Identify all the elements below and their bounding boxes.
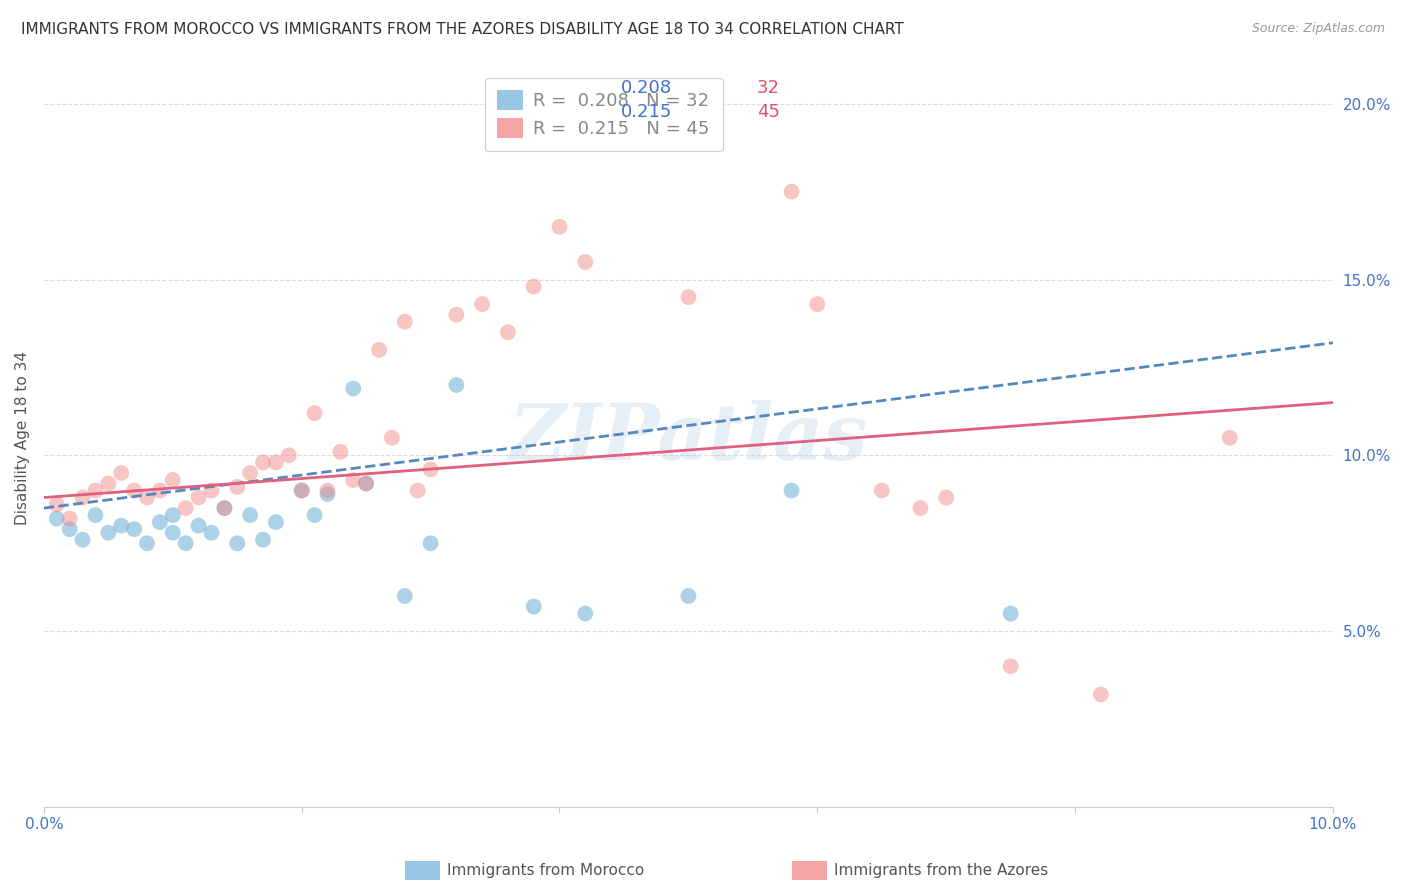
Point: [72, 491, 94, 505]
Point: [84, 508, 107, 522]
Text: ZIPatlas: ZIPatlas: [509, 400, 868, 476]
Point: [910, 501, 932, 516]
Text: IMMIGRANTS FROM MOROCCO VS IMMIGRANTS FROM THE AZORES DISABILITY AGE 18 TO 34 CO: IMMIGRANTS FROM MOROCCO VS IMMIGRANTS FR…: [21, 22, 904, 37]
Point: [252, 533, 274, 547]
Point: [45, 498, 67, 512]
Point: [97, 476, 120, 491]
Point: [72, 533, 94, 547]
Point: [1219, 431, 1241, 445]
Point: [523, 599, 546, 614]
Point: [136, 536, 159, 550]
Point: [252, 455, 274, 469]
Text: 45: 45: [756, 103, 780, 121]
Point: [316, 487, 339, 501]
Point: [780, 185, 803, 199]
Point: [162, 473, 184, 487]
Point: [291, 483, 314, 498]
Point: [394, 315, 416, 329]
Point: [354, 476, 377, 491]
Point: [214, 501, 236, 516]
Point: [381, 431, 404, 445]
Point: [187, 518, 209, 533]
Point: [239, 508, 262, 522]
Text: 32: 32: [756, 78, 780, 97]
Point: [419, 536, 441, 550]
Point: [59, 511, 82, 525]
Text: Immigrants from Morocco: Immigrants from Morocco: [447, 863, 645, 878]
Point: [174, 501, 197, 516]
Point: [136, 491, 159, 505]
Point: [471, 297, 494, 311]
Text: Immigrants from the Azores: Immigrants from the Azores: [834, 863, 1049, 878]
Point: [45, 511, 67, 525]
Point: [174, 536, 197, 550]
Point: [780, 483, 803, 498]
Point: [1090, 688, 1112, 702]
Point: [187, 491, 209, 505]
Text: Source: ZipAtlas.com: Source: ZipAtlas.com: [1251, 22, 1385, 36]
Point: [226, 480, 249, 494]
Point: [1000, 659, 1022, 673]
Point: [239, 466, 262, 480]
Point: [162, 525, 184, 540]
Point: [406, 483, 429, 498]
Point: [316, 483, 339, 498]
Point: [523, 279, 546, 293]
Point: [368, 343, 391, 357]
Point: [574, 607, 596, 621]
Point: [678, 290, 700, 304]
Text: 0.215: 0.215: [621, 103, 672, 121]
Point: [419, 462, 441, 476]
Point: [59, 522, 82, 536]
Point: [226, 536, 249, 550]
Point: [200, 525, 222, 540]
Point: [548, 219, 571, 234]
Point: [200, 483, 222, 498]
Point: [84, 483, 107, 498]
Point: [149, 515, 172, 529]
Point: [214, 501, 236, 516]
Point: [496, 325, 519, 339]
Point: [342, 473, 364, 487]
Point: [870, 483, 893, 498]
Point: [110, 466, 132, 480]
Point: [277, 448, 299, 462]
Point: [354, 476, 377, 491]
Point: [446, 308, 468, 322]
Y-axis label: Disability Age 18 to 34: Disability Age 18 to 34: [15, 351, 30, 524]
Point: [1000, 607, 1022, 621]
Point: [291, 483, 314, 498]
Point: [264, 455, 287, 469]
Point: [446, 378, 468, 392]
Point: [678, 589, 700, 603]
Point: [329, 445, 352, 459]
Point: [149, 483, 172, 498]
Point: [122, 522, 145, 536]
Point: [122, 483, 145, 498]
Point: [162, 508, 184, 522]
Point: [935, 491, 957, 505]
Point: [304, 508, 326, 522]
Point: [574, 255, 596, 269]
Point: [304, 406, 326, 420]
Point: [110, 518, 132, 533]
Legend: R =  0.208   N = 32, R =  0.215   N = 45: R = 0.208 N = 32, R = 0.215 N = 45: [485, 78, 723, 151]
Point: [342, 382, 364, 396]
Text: 0.208: 0.208: [621, 78, 672, 97]
Point: [97, 525, 120, 540]
Point: [806, 297, 828, 311]
Point: [394, 589, 416, 603]
Point: [264, 515, 287, 529]
